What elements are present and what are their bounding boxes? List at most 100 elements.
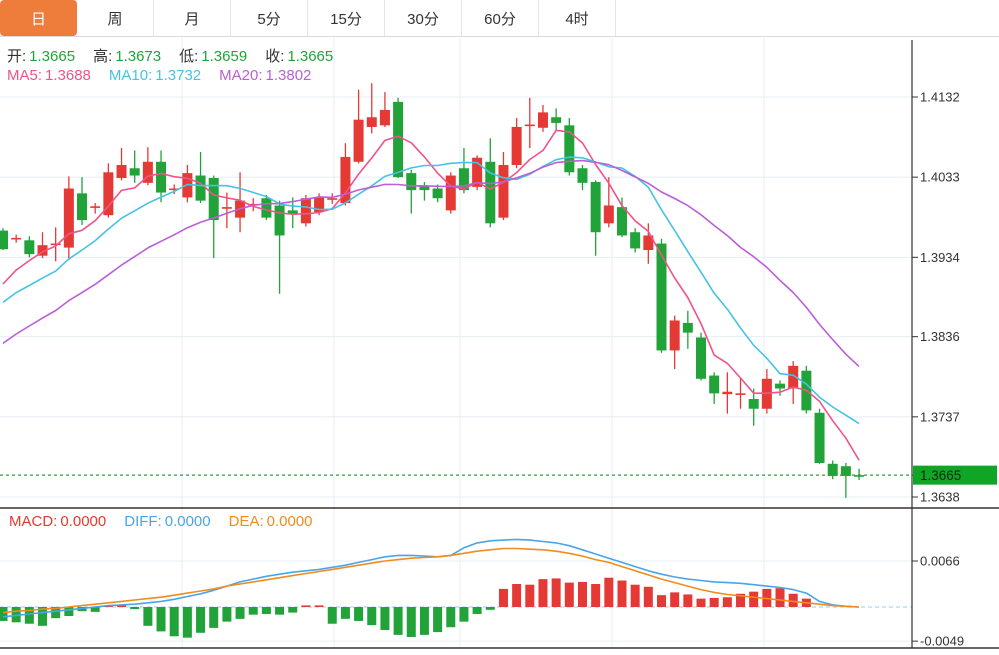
candle: [735, 377, 746, 409]
low-value: 1.3659: [201, 48, 248, 65]
low-label: 低:: [179, 48, 199, 65]
macd-bar: [406, 607, 416, 637]
macd-label: MACD:: [9, 513, 58, 530]
candle: [353, 89, 364, 164]
macd-axis: 0.0066 -0.0049: [0, 554, 964, 649]
macd-bar: [591, 584, 601, 607]
candle: [814, 408, 825, 464]
macd-bar: [327, 607, 337, 624]
candle: [129, 150, 140, 183]
candle: [156, 150, 167, 203]
tab-30min[interactable]: 30分: [385, 0, 462, 36]
tab-4hour[interactable]: 4时: [539, 0, 616, 36]
last-price-badge: 1.3665: [913, 465, 997, 485]
ma5-label: MA5:: [7, 67, 43, 84]
macd-bar: [683, 594, 693, 607]
dea-label: DEA:: [228, 513, 264, 530]
candle: [366, 83, 377, 134]
candle: [432, 184, 443, 203]
tab-week[interactable]: 周: [77, 0, 154, 36]
macd-bar: [775, 588, 785, 607]
candle: [761, 369, 772, 414]
price-axis-label: 1.3737: [920, 409, 960, 424]
macd-bar: [301, 605, 311, 607]
ma5-readout: MA5: 1.3688: [7, 67, 91, 84]
candle: [142, 147, 153, 186]
price-axis-label: 1.3934: [920, 250, 960, 265]
ohlc-legend: 开: 1.3665 高: 1.3673 低: 1.3659 收: 1.3665: [7, 45, 351, 66]
macd-bar: [670, 592, 680, 607]
macd-bar: [617, 580, 627, 607]
candle: [564, 118, 575, 176]
macd-bar: [419, 607, 429, 635]
macd-bar: [538, 579, 548, 607]
close-label: 收:: [265, 48, 285, 65]
macd-axis-label: -0.0049: [920, 634, 964, 649]
candle: [208, 175, 219, 259]
diff-label: DIFF:: [124, 513, 162, 530]
macd-bar: [722, 597, 732, 607]
ma10-value: 1.3732: [155, 67, 202, 84]
candle: [50, 227, 61, 262]
price-axis-label: 1.3638: [920, 490, 960, 505]
tab-5min[interactable]: 5分: [231, 0, 308, 36]
close-value: 1.3665: [287, 48, 334, 65]
macd-bar: [38, 607, 48, 626]
macd-bar: [367, 607, 377, 626]
candle: [840, 462, 851, 498]
macd-bar: [169, 607, 179, 637]
tab-60min[interactable]: 60分: [462, 0, 539, 36]
candle: [103, 163, 114, 218]
macd-legend: MACD: 0.0000 DIFF: 0.0000 DEA: 0.0000: [9, 513, 331, 530]
macd-bar: [459, 607, 469, 622]
macd-bar: [472, 607, 482, 614]
candle: [827, 460, 838, 480]
candle: [669, 315, 680, 370]
candle: [445, 172, 456, 214]
ma5-value: 1.3688: [45, 67, 91, 84]
price-axis-label: 1.3836: [920, 329, 960, 344]
macd-readout: MACD: 0.0000: [9, 513, 106, 530]
candle: [195, 152, 206, 204]
candle: [327, 193, 338, 204]
macd-value: 0.0000: [60, 513, 107, 530]
candle: [656, 238, 667, 353]
ma20-readout: MA20: 1.3802: [219, 67, 311, 84]
candle: [775, 380, 786, 396]
ma20-line: [2, 159, 860, 367]
macd-bar: [64, 607, 74, 617]
dea-readout: DEA: 0.0000: [229, 513, 313, 530]
tab-month[interactable]: 月: [154, 0, 231, 36]
macd-bar: [657, 595, 666, 607]
tab-15min[interactable]: 15分: [308, 0, 385, 36]
candle: [90, 203, 101, 214]
macd-bar: [446, 607, 456, 628]
candle: [630, 228, 641, 253]
tab-day[interactable]: 日: [0, 0, 77, 36]
macd-bar: [551, 578, 561, 607]
macd-bar: [736, 593, 746, 607]
macd-bar: [156, 607, 166, 632]
macd-bar: [261, 607, 271, 614]
candle: [537, 105, 548, 132]
macd-bar: [314, 605, 324, 607]
macd-bar: [433, 607, 443, 633]
macd-bar: [525, 584, 535, 607]
candle: [77, 177, 88, 225]
ma20-label: MA20:: [219, 67, 263, 84]
macd-bar: [498, 588, 508, 607]
candle: [419, 182, 430, 201]
macd-bar: [354, 607, 364, 621]
candle: [379, 92, 390, 127]
macd-bar: [117, 604, 127, 607]
candle: [524, 97, 535, 149]
candle: [643, 223, 654, 264]
low-readout: 低: 1.3659: [179, 48, 247, 65]
macd-bar: [0, 607, 8, 621]
candle: [603, 177, 614, 228]
macd-bar: [182, 607, 192, 638]
candle: [696, 332, 707, 381]
macd-bar: [630, 584, 640, 607]
candlestick-series: [0, 83, 865, 498]
